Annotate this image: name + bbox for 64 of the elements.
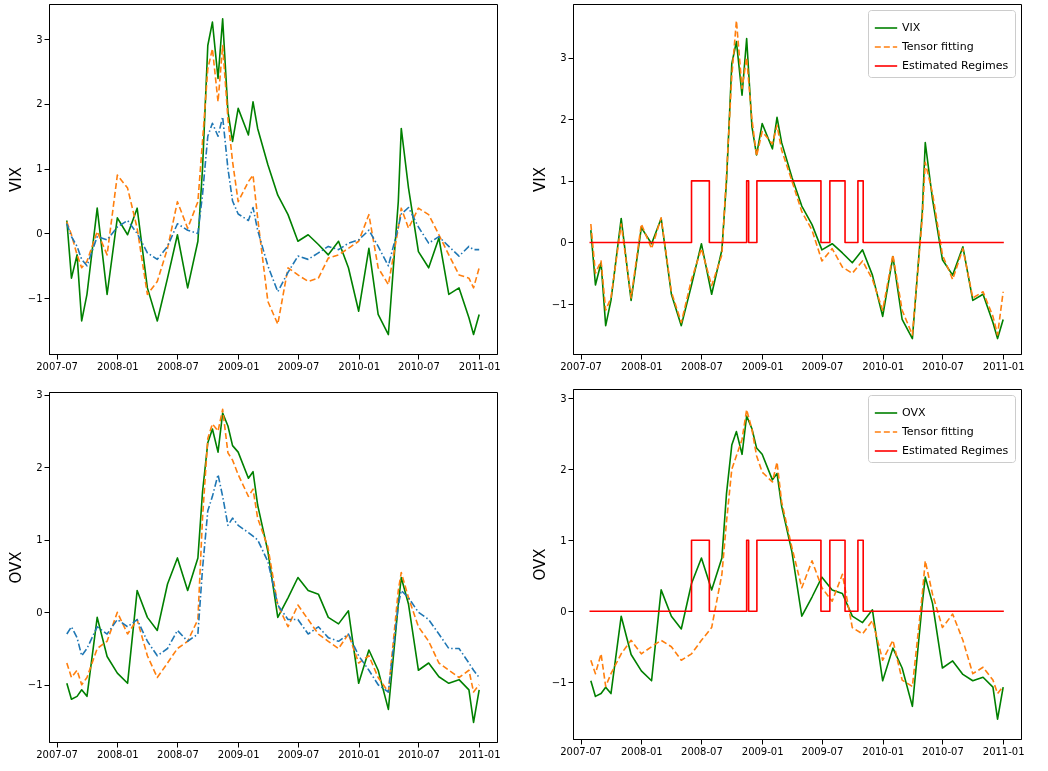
legend-label: Estimated Regimes <box>902 444 1009 457</box>
x-tick-label: 2011-01 <box>458 360 501 372</box>
line-series <box>66 473 480 693</box>
y-tick-label: 0 <box>36 227 43 239</box>
x-tick-label: 2008-07 <box>681 360 723 372</box>
x-tick-label: 2008-07 <box>157 748 199 760</box>
y-tick-label: 2 <box>36 98 43 110</box>
legend-label: OVX <box>902 406 926 419</box>
y-tick-label: 0 <box>560 236 567 248</box>
x-tick-label: 2009-07 <box>277 360 320 372</box>
x-tick-label: 2010-01 <box>338 360 381 372</box>
y-axis-title: VIX <box>530 167 549 192</box>
y-tick-label: 1 <box>560 175 567 187</box>
x-tick-label: 2008-01 <box>96 360 139 372</box>
x-tick-label: 2010-07 <box>398 360 440 372</box>
x-tick-label: 2010-01 <box>338 748 381 760</box>
x-tick-label: 2007-07 <box>560 745 602 757</box>
y-tick-label: 2 <box>560 113 567 125</box>
y-axis-title: VIX <box>6 167 25 192</box>
x-tick-label: 2009-07 <box>801 360 844 372</box>
x-tick-label: 2009-01 <box>217 748 260 760</box>
x-tick-label: 2011-01 <box>982 745 1025 757</box>
y-tick-label: 3 <box>36 389 43 401</box>
x-tick-label: 2009-01 <box>741 360 784 372</box>
x-tick-label: 2009-01 <box>741 745 784 757</box>
y-tick-label: −1 <box>27 292 43 304</box>
x-tick-label: 2008-01 <box>620 360 663 372</box>
y-tick-label: 0 <box>560 605 567 617</box>
legend-label: Estimated Regimes <box>902 59 1009 72</box>
x-tick-label: 2008-07 <box>681 745 723 757</box>
y-axis-title: OVX <box>6 551 25 584</box>
x-tick-label: 2010-01 <box>862 745 905 757</box>
y-tick-label: 1 <box>36 534 43 546</box>
y-tick-label: 3 <box>560 52 567 64</box>
legend-label: VIX <box>902 21 921 34</box>
legend-label: Tensor fitting <box>901 425 974 438</box>
x-tick-label: 2008-01 <box>620 745 663 757</box>
legend-label: Tensor fitting <box>901 40 974 53</box>
x-tick-label: 2007-07 <box>36 360 78 372</box>
y-axis-title: OVX <box>530 548 549 581</box>
y-tick-label: 3 <box>560 392 567 404</box>
y-tick-label: 2 <box>560 463 567 475</box>
x-tick-label: 2010-07 <box>922 360 964 372</box>
y-tick-label: 1 <box>36 163 43 175</box>
x-tick-label: 2009-07 <box>277 748 320 760</box>
y-tick-label: −1 <box>27 679 43 691</box>
x-tick-label: 2011-01 <box>982 360 1025 372</box>
x-tick-label: 2011-01 <box>458 748 501 760</box>
x-tick-label: 2010-01 <box>862 360 905 372</box>
x-tick-label: 2009-01 <box>217 360 260 372</box>
y-tick-label: −1 <box>551 676 567 688</box>
y-tick-label: 1 <box>560 534 567 546</box>
x-tick-label: 2010-07 <box>922 745 964 757</box>
x-tick-label: 2008-01 <box>96 748 139 760</box>
y-tick-label: 2 <box>36 461 43 473</box>
x-tick-label: 2008-07 <box>157 360 199 372</box>
x-tick-label: 2009-07 <box>801 745 844 757</box>
line-series <box>66 115 480 293</box>
x-tick-label: 2007-07 <box>36 748 78 760</box>
x-tick-label: 2010-07 <box>398 748 440 760</box>
x-tick-label: 2007-07 <box>560 360 602 372</box>
y-tick-label: −1 <box>551 298 567 310</box>
y-tick-label: 3 <box>36 33 43 45</box>
y-tick-label: 0 <box>36 606 43 618</box>
